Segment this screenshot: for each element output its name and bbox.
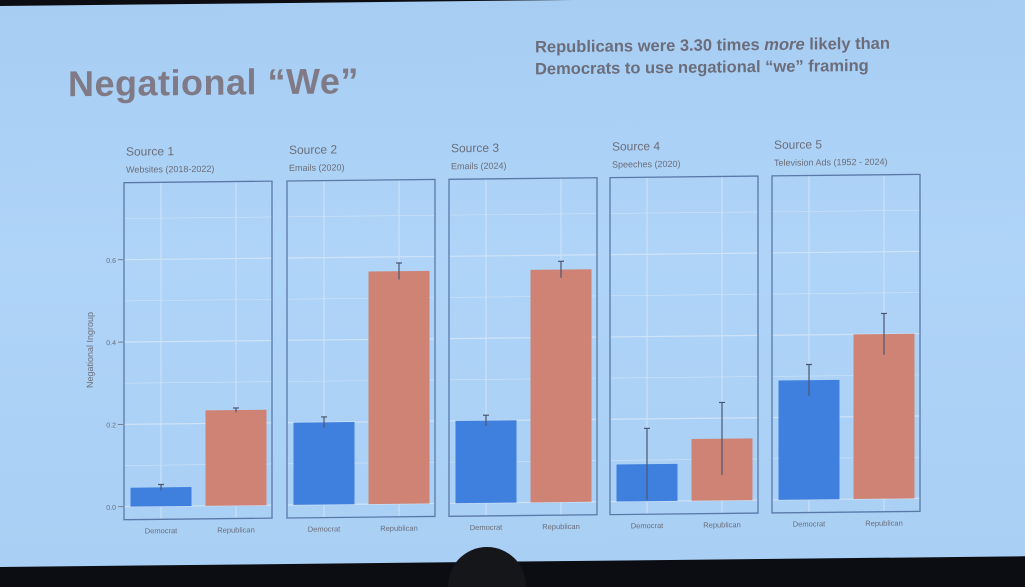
grid-line — [124, 258, 272, 260]
panel-subtitle: Emails (2024) — [451, 161, 507, 172]
bar-democrat — [294, 422, 355, 505]
panel-title: Source 4 — [612, 139, 660, 154]
bar-republican — [854, 334, 915, 499]
grid-line — [772, 251, 920, 253]
y-tick-label: 0.2 — [106, 422, 116, 429]
x-tick-label-republican: Republican — [217, 525, 255, 534]
panel-title: Source 2 — [289, 142, 337, 157]
bar-republican — [531, 269, 592, 502]
y-tick-label: 0.6 — [106, 258, 116, 265]
grid-line — [610, 212, 758, 214]
grid-line — [287, 256, 435, 258]
x-tick-label-democrat: Democrat — [308, 524, 341, 533]
bar-republican — [369, 271, 430, 504]
panel-subtitle: Speeches (2020) — [612, 159, 681, 170]
y-axis-label: Negational Ingroup — [85, 312, 95, 388]
panel-subtitle: Television Ads (1952 - 2024) — [774, 157, 888, 168]
x-tick-label-democrat: Democrat — [470, 523, 503, 532]
x-tick-label-democrat: Democrat — [145, 526, 178, 535]
bar-democrat — [779, 380, 840, 500]
grid-line — [124, 217, 272, 219]
grid-line — [610, 253, 758, 255]
x-tick-label-republican: Republican — [380, 524, 418, 533]
y-tick-label: 0.4 — [106, 340, 116, 347]
panel-title: Source 5 — [774, 137, 822, 152]
panel-subtitle: Websites (2018-2022) — [126, 164, 214, 175]
grid-line — [449, 255, 597, 257]
grid-line — [772, 293, 920, 295]
x-tick-label-republican: Republican — [865, 519, 903, 528]
panel-subtitle: Emails (2020) — [289, 162, 345, 173]
grid-line — [124, 340, 272, 342]
grid-line — [772, 210, 920, 212]
bar-democrat — [456, 420, 517, 503]
faceted-bar-chart: Negational Ingroup 0.0 0.2 0.4 0.6 Source 1 We… — [0, 0, 1025, 567]
x-tick-label-democrat: Democrat — [793, 519, 826, 528]
grid-line — [610, 294, 758, 296]
x-tick-label-democrat: Democrat — [631, 521, 664, 530]
grid-line — [124, 382, 272, 384]
grid-line — [610, 418, 758, 420]
panel-title: Source 3 — [451, 141, 499, 156]
slide: Negational “We” Republicans were 3.30 ti… — [0, 0, 1025, 567]
grid-line — [287, 215, 435, 217]
bar-republican — [206, 410, 267, 506]
x-tick-label-republican: Republican — [542, 522, 580, 531]
grid-line — [610, 377, 758, 379]
grid-line — [449, 214, 597, 216]
grid-line — [610, 335, 758, 337]
x-tick-label-republican: Republican — [703, 520, 741, 529]
y-tick-label: 0.0 — [106, 505, 116, 512]
grid-line — [124, 299, 272, 301]
panel-title: Source 1 — [126, 144, 174, 159]
